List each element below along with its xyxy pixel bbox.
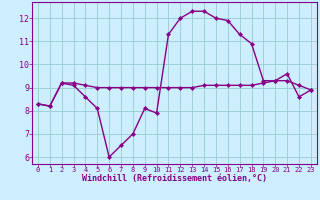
- X-axis label: Windchill (Refroidissement éolien,°C): Windchill (Refroidissement éolien,°C): [82, 174, 267, 183]
